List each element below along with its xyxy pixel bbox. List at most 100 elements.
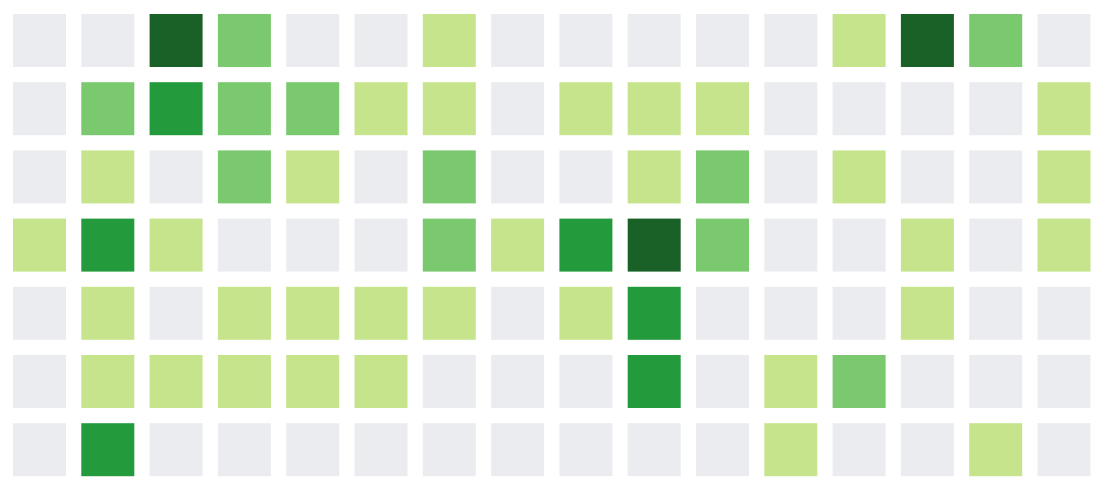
heatmap-cell (491, 218, 545, 272)
heatmap-cell (969, 423, 1023, 477)
heatmap-cell (81, 14, 135, 67)
heatmap-cell (559, 14, 613, 67)
heatmap-cell (1037, 218, 1091, 272)
heatmap-cell (491, 423, 545, 477)
heatmap-cell (286, 286, 340, 340)
heatmap-cell (149, 14, 203, 67)
heatmap-cell (832, 150, 886, 204)
heatmap-cell (900, 423, 954, 477)
heatmap-cell (286, 218, 340, 272)
heatmap-cell (627, 355, 681, 408)
heatmap-cell (354, 218, 408, 272)
heatmap-cell (1037, 82, 1091, 136)
heatmap-cell (559, 355, 613, 408)
heatmap-cell (422, 218, 476, 272)
heatmap-cell (491, 82, 545, 136)
heatmap-cell (13, 82, 66, 136)
heatmap-cell (217, 423, 271, 477)
heatmap-cell (1037, 423, 1091, 477)
heatmap-cell (559, 82, 613, 136)
heatmap-cell (559, 423, 613, 477)
heatmap-cell (217, 150, 271, 204)
heatmap-cell (696, 355, 749, 408)
heatmap-cell (286, 82, 340, 136)
heatmap-cell (559, 150, 613, 204)
heatmap-cell (696, 218, 749, 272)
heatmap-cell (627, 218, 681, 272)
heatmap-cell (422, 355, 476, 408)
heatmap-cell (81, 82, 135, 136)
heatmap-cell (696, 150, 749, 204)
heatmap-cell (217, 82, 271, 136)
heatmap-cell (1037, 286, 1091, 340)
heatmap-cell (13, 423, 66, 477)
heatmap-cell (13, 286, 66, 340)
heatmap-cell (627, 286, 681, 340)
heatmap-cell (217, 355, 271, 408)
heatmap-cell (354, 14, 408, 67)
heatmap-cell (354, 286, 408, 340)
heatmap-cell (491, 286, 545, 340)
heatmap-cell (13, 14, 66, 67)
heatmap-cell (900, 286, 954, 340)
heatmap-cell (422, 150, 476, 204)
heatmap-cell (422, 286, 476, 340)
heatmap-cell (217, 286, 271, 340)
heatmap-grid (13, 14, 1091, 477)
heatmap-cell (13, 355, 66, 408)
heatmap-cell (81, 355, 135, 408)
heatmap-cell (969, 218, 1023, 272)
heatmap-cell (149, 423, 203, 477)
heatmap-cell (149, 82, 203, 136)
heatmap-cell (217, 14, 271, 67)
heatmap-cell (969, 14, 1023, 67)
heatmap-cell (969, 82, 1023, 136)
heatmap-cell (354, 82, 408, 136)
heatmap-cell (764, 82, 818, 136)
heatmap-cell (286, 423, 340, 477)
heatmap-cell (832, 14, 886, 67)
heatmap-cell (491, 150, 545, 204)
heatmap-cell (832, 355, 886, 408)
heatmap-cell (764, 218, 818, 272)
heatmap-cell (81, 150, 135, 204)
heatmap-cell (286, 14, 340, 67)
heatmap-cell (696, 82, 749, 136)
heatmap-cell (627, 14, 681, 67)
heatmap-cell (13, 218, 66, 272)
heatmap-cell (422, 82, 476, 136)
heatmap-cell (764, 14, 818, 67)
heatmap-cell (764, 423, 818, 477)
heatmap-cell (559, 218, 613, 272)
heatmap-cell (354, 150, 408, 204)
heatmap-cell (286, 150, 340, 204)
heatmap-cell (81, 286, 135, 340)
heatmap-cell (627, 423, 681, 477)
heatmap-cell (149, 355, 203, 408)
heatmap-cell (764, 355, 818, 408)
heatmap-cell (900, 150, 954, 204)
heatmap-cell (1037, 355, 1091, 408)
heatmap-cell (354, 355, 408, 408)
heatmap-cell (900, 355, 954, 408)
heatmap-cell (354, 423, 408, 477)
heatmap-cell (832, 286, 886, 340)
heatmap-cell (900, 14, 954, 67)
heatmap-cell (832, 218, 886, 272)
heatmap-cell (149, 286, 203, 340)
heatmap-cell (900, 82, 954, 136)
heatmap-cell (422, 14, 476, 67)
heatmap-cell (969, 286, 1023, 340)
heatmap-cell (696, 14, 749, 67)
heatmap-cell (969, 150, 1023, 204)
heatmap-cell (764, 286, 818, 340)
heatmap-cell (627, 150, 681, 204)
heatmap-cell (81, 423, 135, 477)
heatmap-cell (149, 218, 203, 272)
heatmap-cell (832, 423, 886, 477)
heatmap-cell (149, 150, 203, 204)
heatmap-cell (13, 150, 66, 204)
heatmap-cell (422, 423, 476, 477)
heatmap-cell (1037, 14, 1091, 67)
